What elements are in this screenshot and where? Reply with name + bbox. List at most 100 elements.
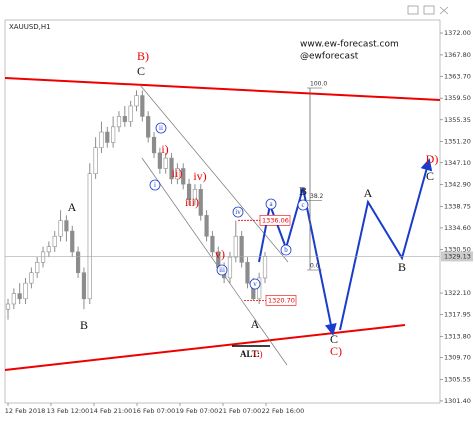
candle-body: [204, 215, 209, 237]
y-tick-label: 1355.35: [444, 116, 471, 124]
candle-body: [64, 220, 69, 232]
wave-label: v): [215, 247, 225, 261]
trend-channel: [139, 84, 289, 263]
wave-label: B): [137, 49, 149, 63]
x-tick-label: 12 Feb 2018: [5, 407, 45, 415]
candle-body: [239, 235, 244, 263]
candle-body: [35, 262, 40, 274]
wave-circle: [249, 278, 261, 290]
watermark: @ewforecast: [300, 52, 359, 62]
y-tick-label: 1372.00: [444, 29, 471, 37]
candle-body: [75, 251, 81, 274]
wave-label: C: [426, 169, 434, 183]
x-tick-label: 14 Feb 21:00: [90, 407, 133, 415]
price-box: [265, 295, 297, 306]
y-tick-label: 1351.20: [444, 137, 471, 145]
candle-body: [105, 131, 110, 143]
y-tick-label: 1359.50: [444, 94, 471, 102]
x-tick-label: 22 Feb 16:00: [262, 407, 305, 415]
y-tick-label: 1347.10: [444, 159, 471, 167]
candle-body: [192, 189, 198, 201]
candle-body: [140, 95, 145, 117]
candle-body: [17, 293, 22, 300]
wave-label: C: [330, 332, 338, 346]
watermark: www.ew-forecast.com: [300, 40, 399, 50]
candle-body: [99, 131, 104, 148]
wave-label: A: [364, 186, 373, 200]
wave-circle: [155, 122, 167, 134]
fib-label: 38.2: [310, 193, 324, 200]
candle-body: [198, 189, 203, 216]
candle-body: [40, 251, 46, 263]
y-tick-label: 1322.10: [444, 289, 471, 297]
candle-body: [134, 95, 139, 107]
candle-body: [210, 235, 215, 253]
y-tick-label: 1305.55: [444, 375, 471, 383]
y-tick-label: 1342.90: [444, 181, 471, 189]
wave-circle: [280, 244, 292, 256]
y-tick-label: 1317.95: [444, 311, 471, 319]
candle-body: [262, 256, 268, 279]
trend-channel: [141, 157, 288, 366]
candle-body: [93, 147, 98, 175]
chart-title: XAUUSD,H1: [9, 23, 51, 31]
wave-label: iii): [185, 195, 199, 209]
price-label: 1320.70: [268, 296, 295, 304]
wave-circle: [149, 179, 161, 191]
wave-label: B: [80, 318, 88, 332]
wave-label: A: [68, 200, 77, 214]
candle-body: [87, 173, 92, 300]
price-box: [259, 215, 291, 226]
wave-label: ALT:: [240, 349, 260, 359]
candle-body: [245, 262, 250, 284]
wave-label: D): [426, 152, 439, 166]
wave-label: B: [398, 260, 406, 274]
wave-label: v: [253, 280, 257, 288]
candle-body: [81, 272, 87, 300]
window-restore[interactable]: [407, 5, 419, 15]
wave-circle: [265, 198, 277, 210]
wave-circle: [216, 264, 228, 276]
x-tick-label: 13 Feb 12:00: [47, 407, 90, 415]
current-price-box: [441, 251, 473, 262]
candle-body: [146, 116, 151, 138]
x-tick-label: 21 Feb 07:00: [219, 407, 262, 415]
window-maximize[interactable]: [423, 5, 435, 15]
current-price-label: 1329.13: [444, 252, 471, 260]
wave-label: b: [284, 246, 288, 254]
plot-frame: [4, 19, 441, 404]
wave-label: i): [161, 142, 168, 156]
candle-body: [70, 230, 75, 253]
y-tick-label: 1334.60: [444, 224, 471, 232]
candle-body: [157, 152, 162, 169]
candle-body: [58, 220, 63, 237]
y-tick-label: 1330.50: [444, 245, 471, 253]
y-tick-label: 1301.40: [444, 397, 471, 405]
y-tick-label: 1367.80: [444, 51, 471, 59]
candle-body: [52, 235, 57, 247]
candle-body: [151, 136, 157, 154]
wave-label: C): [254, 349, 263, 359]
candle-body: [227, 256, 233, 279]
candle-body: [128, 105, 133, 122]
wave-label: a: [269, 200, 273, 208]
x-tick-label: 19 Feb 07:00: [176, 407, 219, 415]
price-label: 1336.06: [262, 216, 289, 224]
candle-body: [116, 116, 122, 128]
channel-bottom: [4, 324, 406, 371]
candle-body: [181, 168, 186, 185]
window-close[interactable]: [439, 6, 449, 15]
candle-body: [169, 157, 174, 180]
wave-label: ii): [172, 166, 183, 180]
wave-circle: [232, 206, 244, 218]
candle-body: [111, 126, 116, 143]
y-tick-label: 1363.70: [444, 72, 471, 80]
wave-label: iii: [219, 266, 225, 274]
y-tick-label: 1338.75: [444, 202, 471, 210]
candle-body: [233, 235, 238, 258]
fib-label: 0.0: [310, 263, 320, 270]
candle-body: [122, 116, 127, 122]
wave-label: C): [330, 344, 342, 358]
candle-body: [186, 183, 192, 201]
